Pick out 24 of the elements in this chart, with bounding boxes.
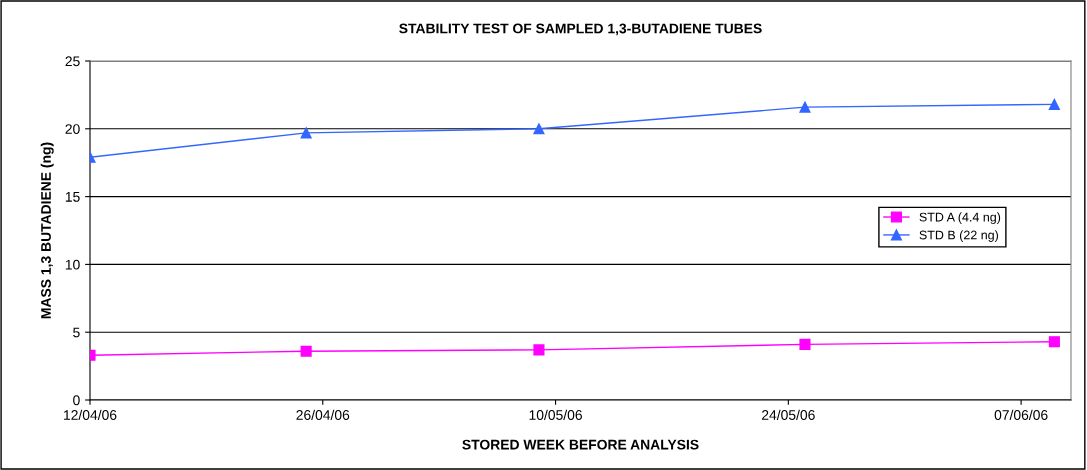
y-tick-label: 10: [65, 259, 80, 270]
x-tick-label: 24/05/06: [762, 409, 815, 420]
x-tick-label: 07/06/06: [994, 409, 1048, 420]
chart-title: STABILITY TEST OF SAMPLED 1,3-BUTADIENE TUBES: [399, 23, 762, 36]
x-tick-label: 12/04/06: [64, 409, 117, 420]
point: [1048, 98, 1060, 110]
x-axis-title: STORED WEEK BEFORE ANALYSIS: [462, 439, 699, 450]
y-tick-label: 0: [73, 395, 80, 406]
legend-label: STD B (22 ng): [919, 230, 999, 242]
point: [1048, 336, 1060, 348]
y-tick-label: 25: [65, 56, 80, 67]
point: [799, 101, 811, 113]
point: [799, 338, 811, 350]
point: [533, 123, 545, 135]
y-tick-label: 20: [65, 124, 80, 134]
point: [300, 345, 312, 357]
y-tick-label: 15: [65, 192, 80, 202]
point: [533, 344, 545, 356]
x-tick-label: 10/05/06: [529, 409, 582, 420]
point: [300, 127, 312, 139]
y-tick-label: 5: [73, 327, 80, 338]
legend-label: STD A (4.4 ng): [919, 212, 1001, 224]
x-tick-label: 26/04/06: [296, 409, 350, 420]
y-axis-title: MASS 1,3 BUTADIENE (ng): [40, 142, 54, 319]
